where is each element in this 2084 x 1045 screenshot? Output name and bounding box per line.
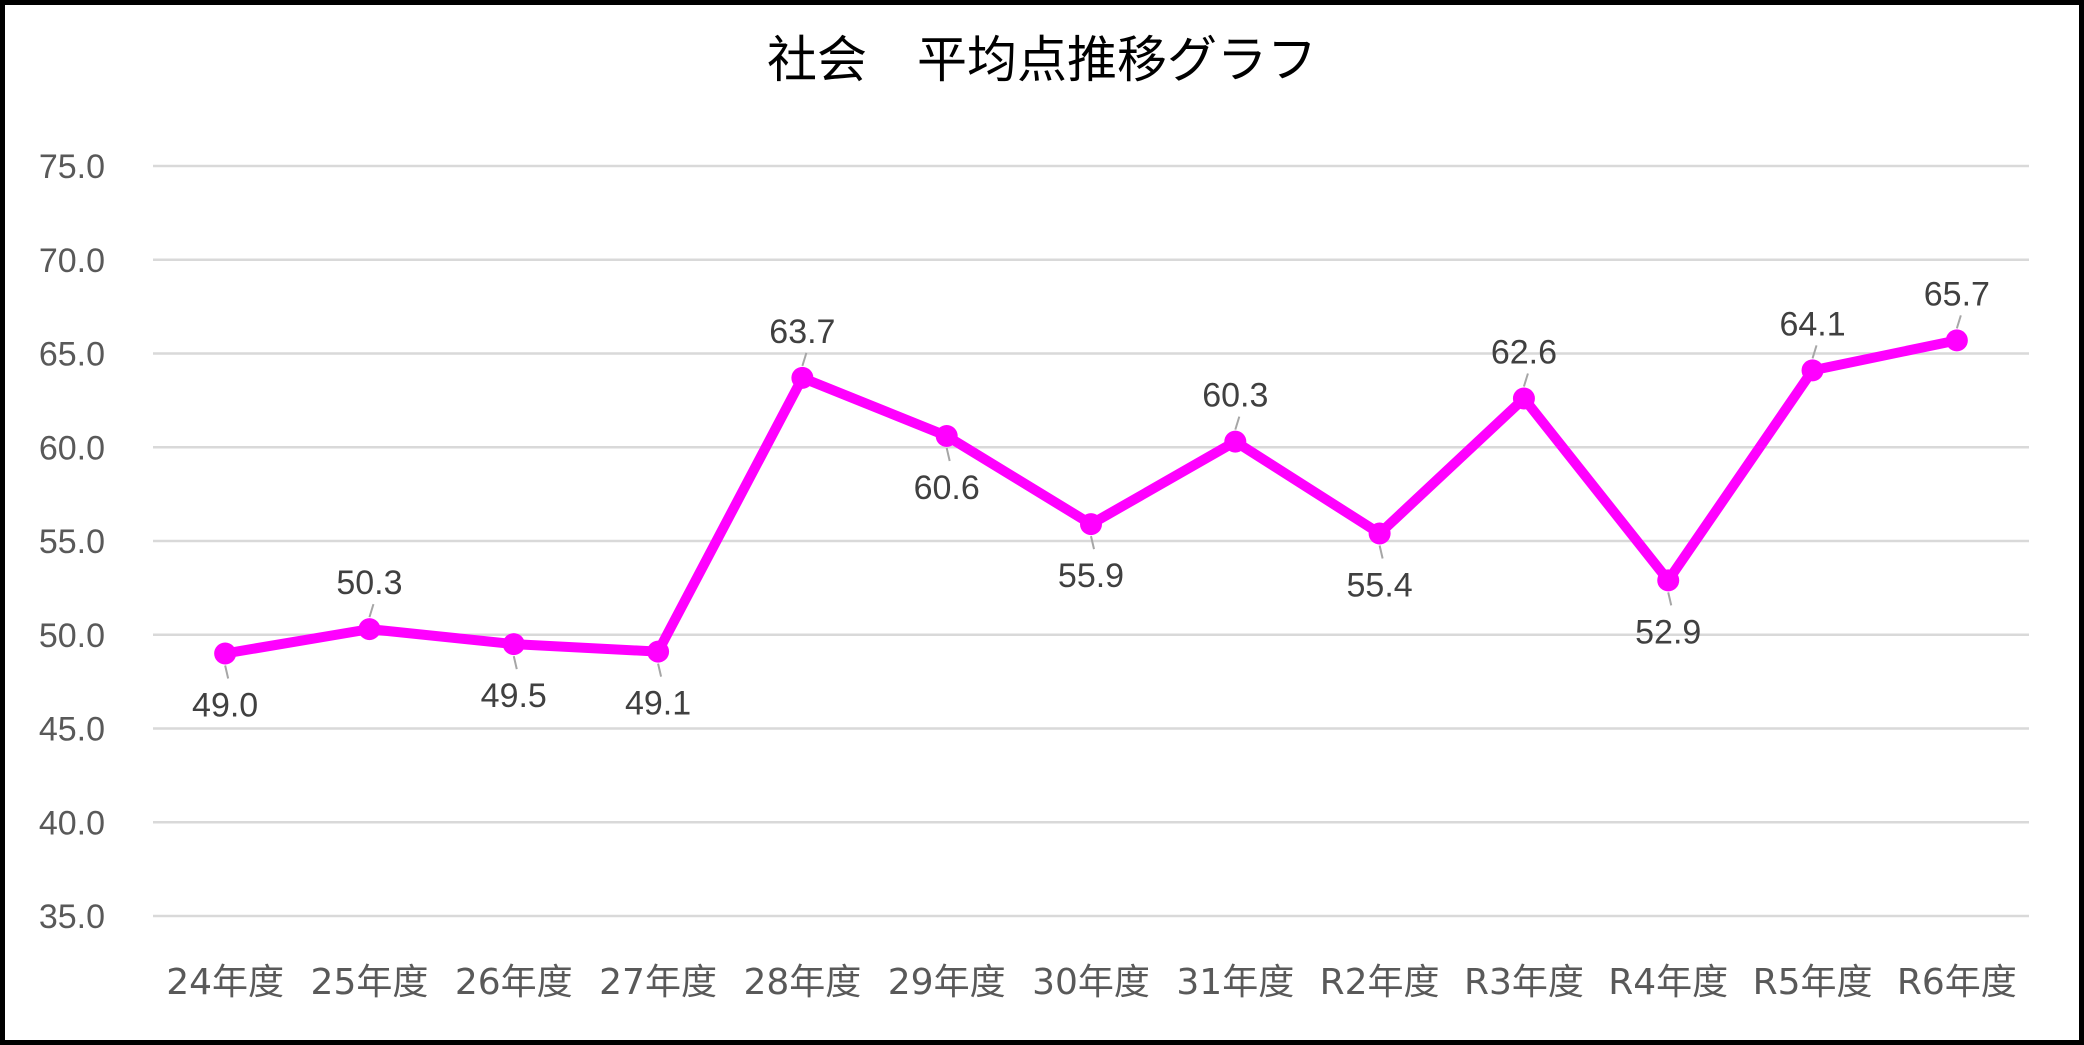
data-point	[1945, 329, 1968, 352]
chart-title: 社会 平均点推移グラフ	[767, 31, 1317, 89]
data-point	[647, 640, 670, 663]
data-label: 55.9	[1058, 557, 1124, 595]
x-category-label: R2年度	[1320, 962, 1440, 1003]
x-category-label: 30年度	[1032, 962, 1150, 1003]
y-tick-label: 75.0	[39, 148, 105, 186]
x-category-label: R4年度	[1608, 962, 1728, 1003]
data-label-leader	[512, 655, 518, 670]
series-line	[220, 335, 1962, 659]
x-category-label: R5年度	[1753, 962, 1873, 1003]
data-label-leader	[945, 447, 951, 462]
y-tick-label: 55.0	[39, 523, 105, 561]
data-label-leader	[1955, 315, 1962, 329]
data-label-leader	[657, 663, 663, 677]
x-category-label: 28年度	[743, 962, 861, 1003]
gridlines	[153, 164, 2029, 918]
x-category-label: 26年度	[455, 962, 573, 1003]
y-tick-label: 40.0	[39, 804, 105, 842]
data-label: 49.1	[625, 685, 691, 723]
y-tick-label: 65.0	[39, 336, 105, 374]
data-point	[1224, 430, 1247, 453]
data-point	[1512, 387, 1535, 410]
x-category-label: 25年度	[311, 962, 429, 1003]
data-label: 60.3	[1202, 377, 1268, 415]
data-label: 49.0	[192, 687, 258, 725]
data-point	[502, 633, 525, 656]
data-point	[1657, 569, 1680, 592]
data-labels: 49.0 50.3 49.5 49.1 63.7 60.6 55.9 60.3 55.4 62.6…	[192, 275, 1990, 724]
data-point	[935, 425, 958, 447]
data-label: 50.3	[336, 564, 402, 602]
x-category-label: R3年度	[1464, 962, 1584, 1003]
data-point	[1080, 513, 1102, 536]
data-label-leaders	[224, 315, 1962, 679]
data-label: 62.6	[1491, 334, 1557, 372]
data-point	[1368, 522, 1391, 545]
data-points	[214, 329, 1968, 665]
y-tick-label: 70.0	[39, 242, 105, 280]
data-label: 65.7	[1924, 275, 1990, 313]
data-label: 63.7	[769, 313, 835, 351]
series-line-path	[220, 335, 1962, 659]
data-label: 52.9	[1635, 613, 1701, 651]
data-label: 55.4	[1347, 567, 1413, 605]
data-label: 60.6	[914, 469, 980, 507]
data-label-leader	[1378, 545, 1384, 559]
x-category-label: 24年度	[166, 962, 284, 1003]
x-category-label: R6年度	[1897, 962, 2017, 1003]
y-tick-label: 35.0	[39, 898, 105, 936]
x-axis-categories: 24年度 25年度 26年度 27年度 28年度 29年度 30年度 31年度 R2年度 R3年度…	[166, 962, 2017, 1003]
x-category-label: 27年度	[599, 962, 717, 1003]
data-point	[214, 642, 237, 665]
y-tick-label: 45.0	[39, 711, 105, 749]
data-label-leader	[801, 352, 808, 367]
data-point	[791, 366, 814, 389]
data-point	[358, 618, 381, 641]
y-tick-label: 50.0	[39, 617, 105, 655]
data-label-leader	[224, 665, 230, 679]
data-label: 64.1	[1779, 305, 1845, 343]
data-point	[1801, 359, 1824, 382]
data-label-leader	[1234, 416, 1241, 430]
data-label-leader	[1667, 592, 1673, 606]
data-label-leader	[1522, 373, 1529, 387]
data-label-leader	[1090, 535, 1095, 550]
x-category-label: 29年度	[888, 962, 1006, 1003]
data-label-leader	[1811, 345, 1818, 359]
data-label: 49.5	[481, 677, 547, 715]
data-label-leader	[368, 603, 375, 618]
x-category-label: 31年度	[1176, 962, 1294, 1003]
chart-svg: 社会 平均点推移グラフ 35.0 40.0 45.0 50.0 55.0 60.0 65.0…	[39, 31, 2029, 1003]
y-tick-label: 60.0	[39, 429, 105, 467]
y-axis-ticks: 35.0 40.0 45.0 50.0 55.0 60.0 65.0 70.0 75.0	[39, 148, 105, 936]
